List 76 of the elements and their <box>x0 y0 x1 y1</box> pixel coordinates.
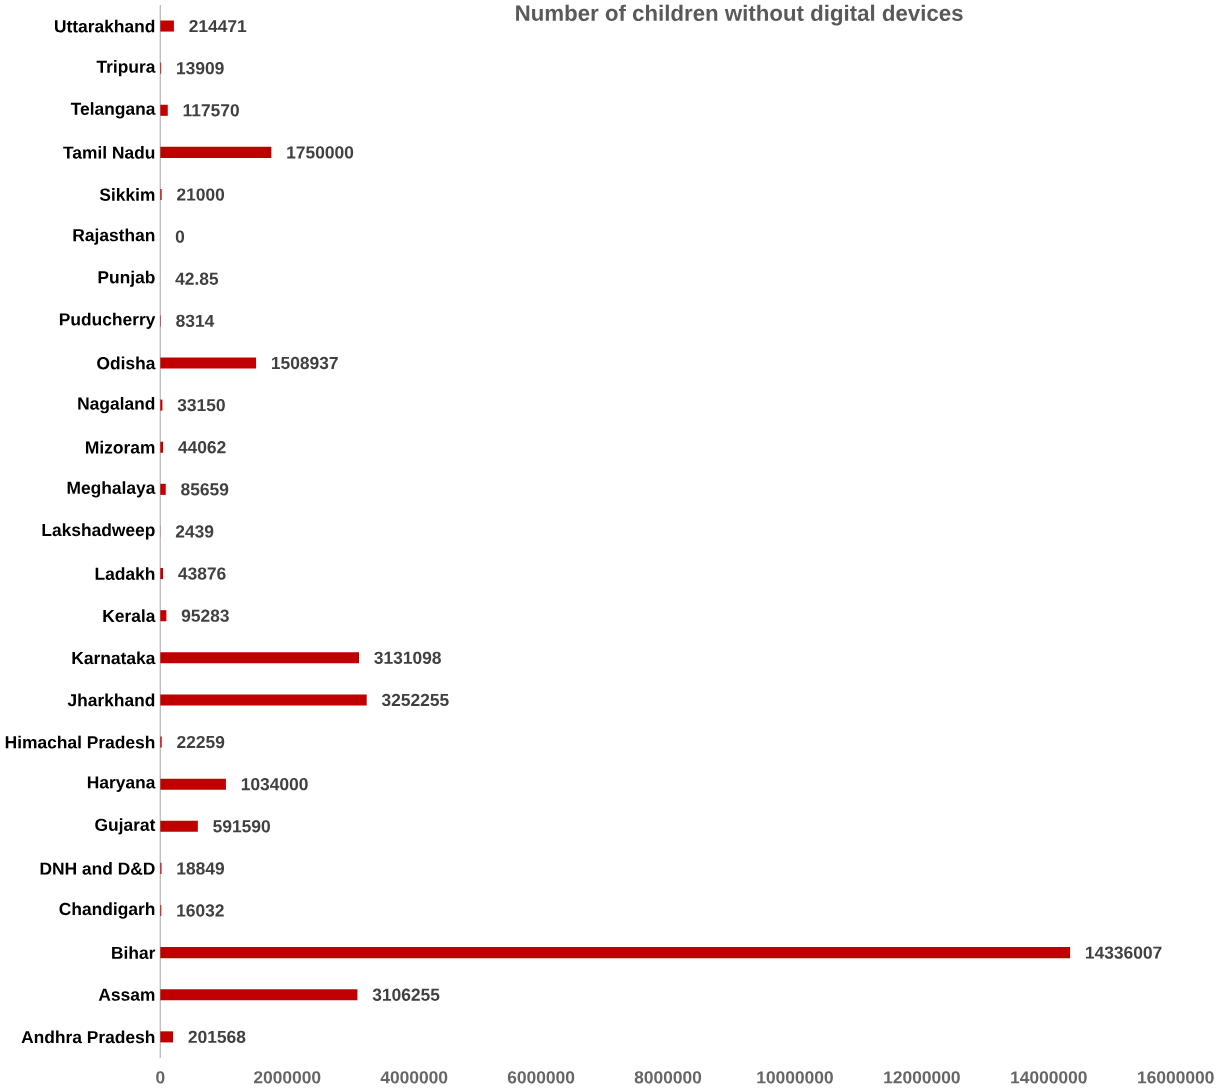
data-label: 591590 <box>213 820 270 833</box>
bar <box>160 610 167 622</box>
bar <box>160 778 226 790</box>
data-label: 13909 <box>177 61 224 75</box>
x-tick-label: 4000000 <box>380 1071 448 1084</box>
bar <box>160 1031 174 1043</box>
y-tick-label: Tamil Nadu <box>63 145 155 159</box>
data-label: 117570 <box>183 104 239 117</box>
data-label: 3131098 <box>374 651 441 664</box>
y-tick-label: Ladakh <box>95 567 155 580</box>
y-tick-label: Sikkim <box>99 188 155 201</box>
x-tick-label: 14000000 <box>1011 1071 1087 1084</box>
data-label: 2439 <box>175 525 214 538</box>
bar <box>160 567 164 580</box>
y-tick-label: Gujarat <box>95 818 156 835</box>
bar <box>160 357 257 369</box>
bar <box>160 399 163 411</box>
bar <box>160 947 1071 959</box>
y-tick-label: Chandigarh <box>59 902 155 919</box>
y-tick-label: Assam <box>98 988 155 1001</box>
bar <box>160 989 358 1001</box>
data-label: 201568 <box>188 1030 246 1043</box>
y-tick-label: Meghalaya <box>67 481 156 498</box>
y-tick-label: Kerala <box>103 609 156 623</box>
x-tick-label: 0 <box>156 1071 165 1084</box>
bar <box>160 652 360 664</box>
bar <box>160 483 166 495</box>
data-label: 33150 <box>177 398 225 412</box>
x-tick-label: 8000000 <box>634 1071 702 1084</box>
y-tick-label: Odisha <box>97 356 156 370</box>
data-label: 44062 <box>178 441 226 454</box>
y-tick-label: Jharkhand <box>67 693 155 707</box>
data-label: 1034000 <box>241 777 308 791</box>
bar <box>160 441 164 453</box>
y-tick-label: Telangana <box>70 102 156 119</box>
bar <box>160 694 367 706</box>
y-tick-label: Karnataka <box>72 651 156 665</box>
data-label: 22259 <box>177 735 225 749</box>
y-tick-label: Rajasthan <box>73 228 155 245</box>
data-label: 1508937 <box>271 356 338 370</box>
y-tick-label: Andhra Pradesh <box>21 1030 155 1044</box>
bar <box>160 104 168 116</box>
data-label: 3252255 <box>381 693 449 707</box>
y-tick-label: Tripura <box>96 59 156 77</box>
data-label: 16032 <box>177 904 224 917</box>
data-label: 18849 <box>177 862 225 875</box>
data-label: 21000 <box>177 188 225 201</box>
data-label: 14336007 <box>1085 946 1162 959</box>
x-tick-label: 6000000 <box>507 1071 575 1084</box>
bar <box>160 146 272 158</box>
y-tick-label: Bihar <box>112 946 156 959</box>
y-tick-label: Puducherry <box>59 312 156 329</box>
bar <box>160 820 198 832</box>
data-label: 3106255 <box>372 988 440 1001</box>
y-tick-label: Himachal Pradesh <box>5 735 155 749</box>
y-tick-label: Lakshadweep <box>42 523 155 540</box>
data-label: 43876 <box>178 567 226 580</box>
data-label: 0 <box>175 230 185 243</box>
data-label: 95283 <box>181 609 229 622</box>
data-label: 214471 <box>189 19 247 33</box>
x-tick-label: 2000000 <box>253 1071 321 1084</box>
y-tick-label: DNH and D&D <box>40 861 155 875</box>
x-tick-label: 16000000 <box>1138 1071 1214 1084</box>
data-label: 42.85 <box>175 272 219 285</box>
bar <box>160 20 174 32</box>
y-tick-label: Uttarakhand <box>54 19 155 33</box>
data-label: 8314 <box>176 314 215 327</box>
y-tick-label: Haryana <box>87 776 156 792</box>
data-label: 1750000 <box>287 146 354 159</box>
y-tick-label: Nagaland <box>78 396 155 414</box>
chart-title: Number of children without digital devices <box>516 4 963 26</box>
y-tick-label: Mizoram <box>86 440 155 454</box>
x-tick-label: 12000000 <box>884 1071 960 1084</box>
y-tick-label: Punjab <box>98 270 155 287</box>
x-tick-label: 10000000 <box>757 1071 833 1084</box>
data-label: 85659 <box>181 483 229 496</box>
